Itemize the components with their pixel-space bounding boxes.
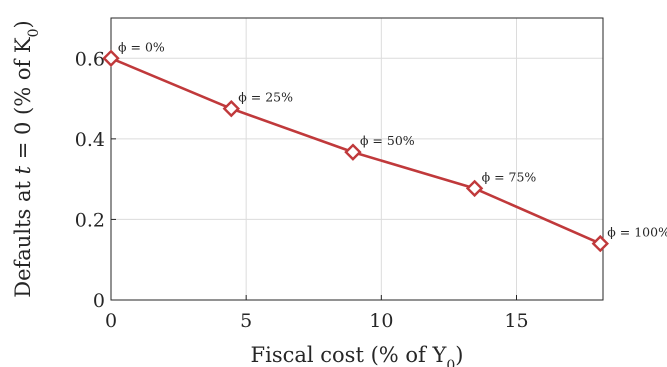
y-axis-label: Defaults at t = 0 (% of K0) — [11, 20, 42, 298]
data-point-marker — [222, 99, 240, 118]
data-point-label: ϕ = 75% — [482, 169, 537, 184]
data-point-label: ϕ = 25% — [238, 90, 293, 105]
y-tick-label: 0.2 — [75, 209, 105, 231]
y-tick-label: 0.6 — [75, 48, 105, 70]
x-axis-label: Fiscal cost (% of Y0) — [251, 343, 464, 367]
y-tick-label: 0.4 — [75, 129, 105, 151]
series — [102, 49, 609, 253]
data-point-marker — [344, 143, 362, 161]
axis-ticks: 0 5 10 15 0 0.2 0.4 0.6 — [75, 48, 529, 332]
data-point-label: ϕ = 0% — [118, 39, 165, 54]
data-point-marker — [102, 49, 120, 67]
plot-area-frame — [110, 17, 604, 301]
data-point-marker — [465, 179, 484, 198]
x-tick-label: 10 — [369, 310, 393, 332]
grid — [111, 18, 603, 300]
data-point-label: ϕ = 100% — [607, 225, 667, 240]
y-tick-label: 0 — [93, 290, 105, 312]
point-labels: ϕ = 0% ϕ = 25% ϕ = 50% ϕ = 75% ϕ = 100% — [118, 39, 667, 239]
x-tick-label: 0 — [105, 310, 117, 332]
data-point-marker — [591, 234, 609, 253]
x-tick-label: 5 — [240, 310, 252, 332]
x-tick-label: 15 — [504, 310, 528, 332]
data-point-label: ϕ = 50% — [360, 133, 415, 148]
